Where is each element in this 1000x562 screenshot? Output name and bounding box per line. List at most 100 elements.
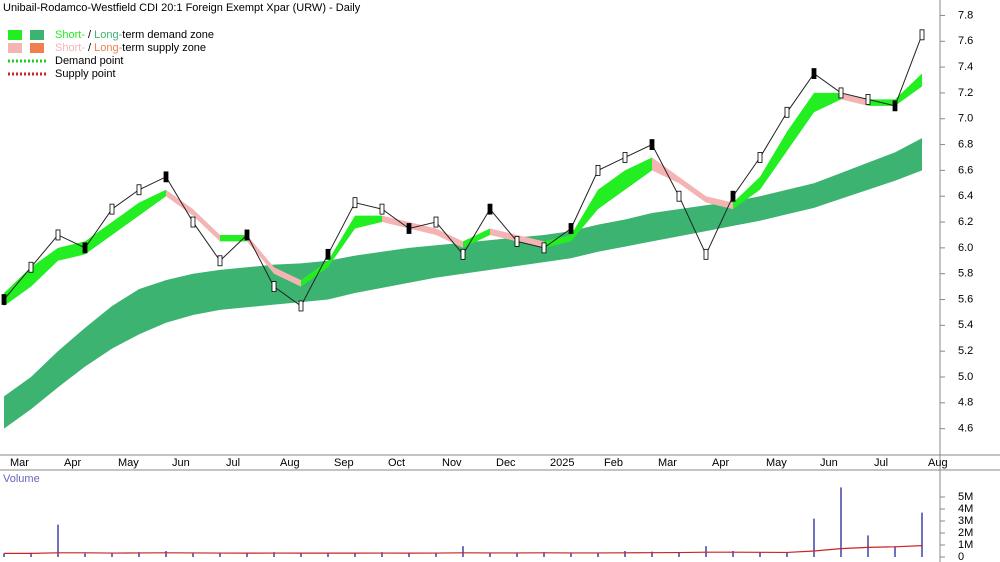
y-tick-label: 7.0 [958, 113, 973, 125]
legend-text: term demand zone [122, 29, 214, 41]
legend-text: Long- [94, 29, 122, 41]
long-term-zone [382, 247, 409, 288]
price-candle [325, 248, 331, 260]
long-term-zone [85, 305, 112, 367]
price-candle [784, 106, 790, 118]
price-candle [811, 68, 817, 79]
legend-text: Supply point [55, 68, 116, 80]
long-term-zone [706, 201, 733, 232]
volume-bar [462, 546, 464, 557]
x-tick-label: Jul [874, 457, 888, 469]
long-term-zone [463, 240, 490, 274]
short-term-zone [787, 92, 814, 152]
short-term-zone [166, 189, 193, 216]
legend-label: Short- / Long-term supply zone [55, 42, 206, 54]
legend-text: / [85, 29, 94, 41]
y-tick-label: 6.0 [958, 242, 973, 254]
chart-title: Unibail-Rodamco-Westfield CDI 20:1 Forei… [3, 2, 361, 14]
volume-bar [867, 535, 869, 557]
long-term-zone [895, 138, 922, 181]
price-candle [730, 190, 736, 202]
long-term-zone [4, 376, 31, 429]
volume-bar [111, 552, 113, 557]
short-term-zone [625, 157, 652, 190]
legend-text: Demand point [55, 55, 124, 67]
y-tick-label: 3M [958, 515, 973, 527]
legend-label: Demand point [55, 55, 124, 67]
legend-text: / [85, 42, 94, 54]
x-tick-label: Apr [64, 457, 81, 469]
short-term-zone [490, 228, 517, 242]
volume-bar [543, 552, 545, 557]
short-term-zone [328, 215, 355, 268]
price-candle [568, 223, 574, 234]
short-term-zone [814, 92, 841, 113]
price-candle [28, 261, 34, 273]
long-term-zone [247, 264, 274, 308]
volume-bar [678, 552, 680, 557]
volume-bar [30, 552, 32, 557]
y-tick-label: 4.6 [958, 423, 973, 435]
volume-bar [813, 518, 815, 557]
price-candle [487, 203, 493, 215]
volume-average [4, 545, 923, 554]
long-term-zone [139, 280, 166, 335]
volume-bar [894, 546, 896, 557]
short-term-zone [598, 170, 625, 210]
y-tick-label: 7.6 [958, 35, 973, 47]
short-term-zone [571, 189, 598, 242]
long-term-zone [58, 327, 85, 388]
volume-bar [84, 553, 86, 557]
price-candle [190, 216, 196, 228]
price-candle [703, 248, 709, 260]
long-term-zone [868, 152, 895, 190]
volume-bar [192, 553, 194, 557]
price-candle [514, 236, 520, 247]
legend-text: Long- [94, 42, 122, 54]
x-tick-label: May [766, 457, 787, 469]
volume-bar [732, 551, 734, 557]
price-candle [595, 164, 601, 176]
short-term-zone [31, 247, 58, 287]
short-term-zone [58, 241, 85, 261]
long-term-zone [490, 237, 517, 270]
legend-swatch [8, 30, 22, 40]
x-tick-label: Nov [442, 457, 462, 469]
price-candle [622, 152, 628, 163]
y-tick-label: 4.8 [958, 397, 973, 409]
price-candle [865, 93, 871, 105]
y-tick-label: 6.6 [958, 164, 973, 176]
short-term-zone [4, 267, 31, 306]
volume-bar [246, 553, 248, 557]
volume-bar [408, 553, 410, 557]
long-term-zone [193, 269, 220, 316]
short-term-zone [85, 222, 112, 255]
short-term-zone [706, 196, 733, 210]
volume-bar [516, 552, 518, 557]
long-term-zone [355, 251, 382, 294]
volume-bar [435, 552, 437, 557]
legend-text: Short- [55, 42, 85, 54]
legend-text: term supply zone [122, 42, 206, 54]
volume-bar [300, 553, 302, 557]
y-tick-label: 7.8 [958, 9, 973, 21]
y-tick-label: 2M [958, 527, 973, 539]
y-tick-label: 6.4 [958, 190, 973, 202]
short-term-zone [247, 234, 274, 274]
x-tick-label: Aug [928, 457, 948, 469]
long-term-zone [787, 183, 814, 215]
y-tick-label: 0 [958, 551, 964, 562]
short-term-zone [139, 189, 166, 216]
y-tick-label: 4M [958, 503, 973, 515]
y-tick-label: 7.2 [958, 87, 973, 99]
y-tick-label: 5M [958, 491, 973, 503]
volume-bar [327, 552, 329, 557]
price-candle [892, 100, 898, 112]
price-candle [1, 294, 7, 305]
legend-swatch [30, 43, 44, 53]
price-candle [82, 242, 88, 254]
price-candle [217, 255, 223, 267]
short-term-zone [544, 234, 571, 248]
y-tick-label: 5.2 [958, 345, 973, 357]
volume-bar [786, 552, 788, 557]
